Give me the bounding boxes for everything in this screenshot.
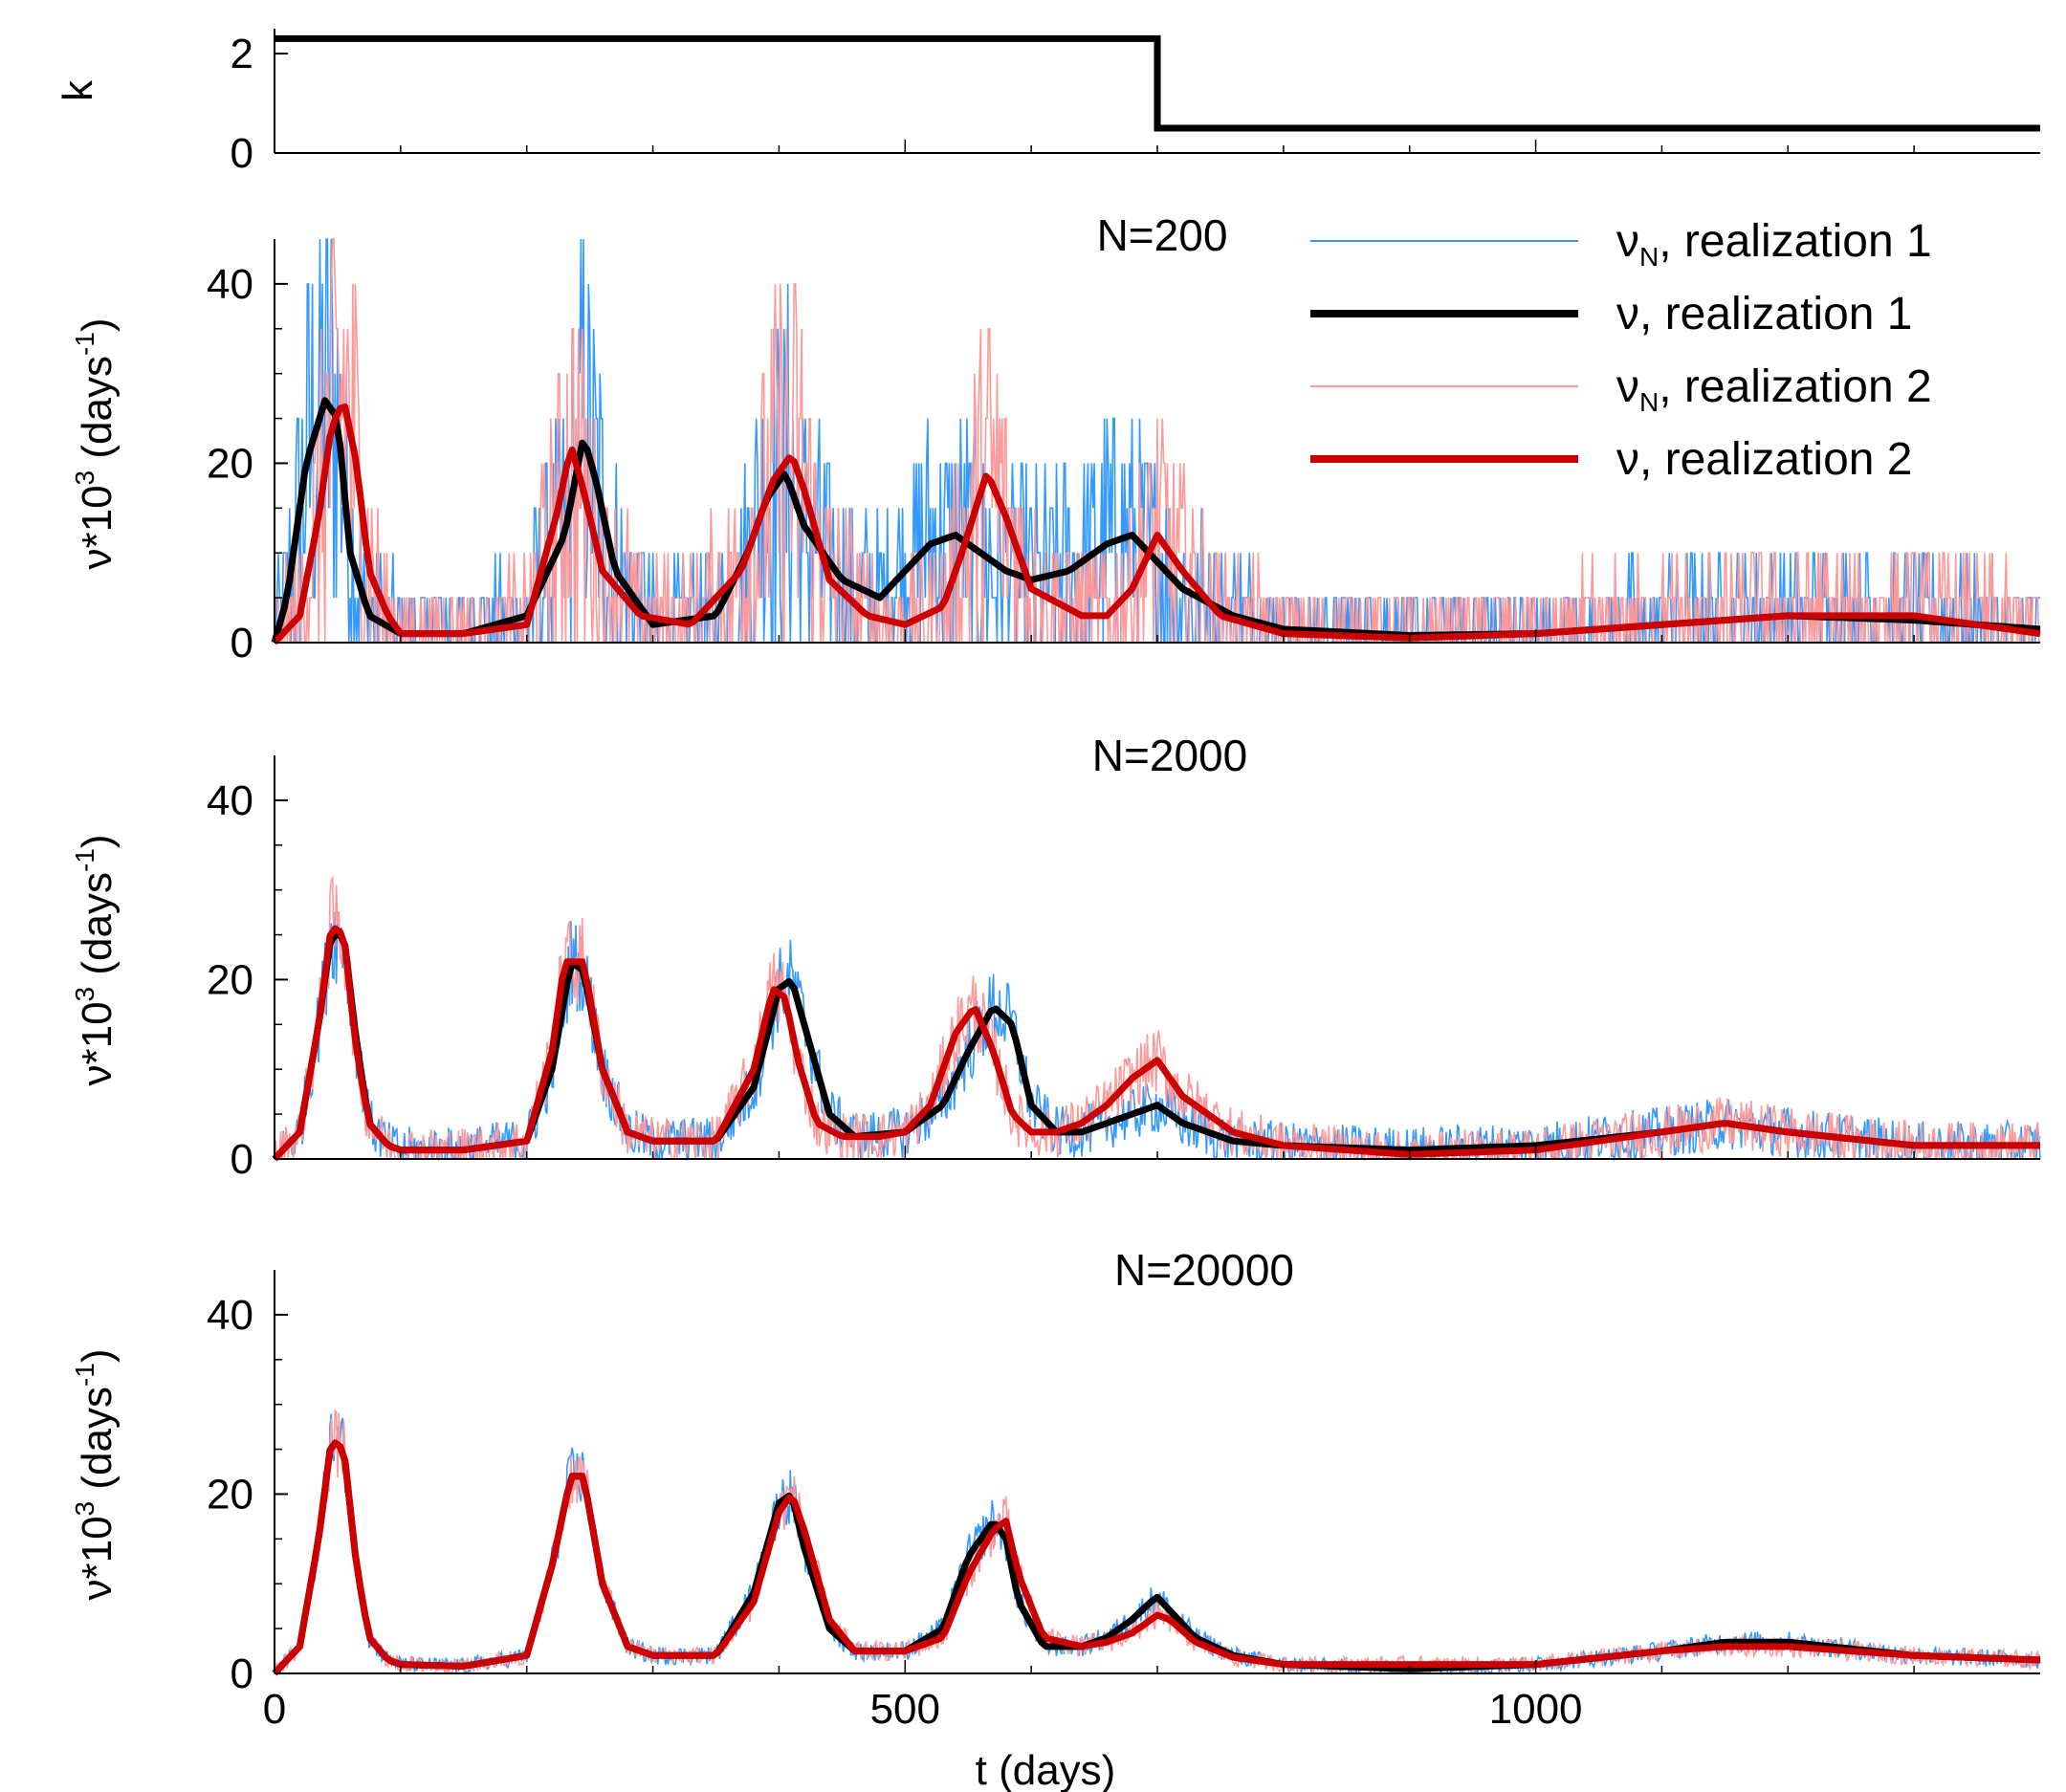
- n200-title: N=200: [1097, 210, 1228, 260]
- legend-label-nuN1: νN, realization 1: [1616, 216, 1932, 272]
- n20000-y-tick-label: 0: [231, 1650, 253, 1697]
- x-axis-title: t (days): [976, 1747, 1116, 1792]
- legend-label-nu2: ν, realization 2: [1616, 434, 1913, 485]
- n200-axes: 0 20 40: [207, 239, 2040, 667]
- n20000-y-axis-label: ν*103 (days-1): [70, 1348, 121, 1600]
- n2000-y-tick-label: 0: [231, 1136, 253, 1183]
- n20000-title: N=20000: [1114, 1245, 1294, 1295]
- k-y-tick-label: 0: [231, 130, 253, 177]
- n20000-series-nuN2: [274, 1409, 2041, 1676]
- legend: νN, realization 1 ν, realization 1 νN, r…: [1310, 216, 1932, 485]
- n20000-series-nuN1: [274, 1413, 2041, 1676]
- k-y-axis-label: k: [55, 79, 101, 101]
- k-series: [275, 34, 2040, 132]
- n2000-y-tick-label: 40: [207, 777, 253, 824]
- n2000-axes: 0 20 40: [207, 755, 2040, 1183]
- x-tick-label: 1000: [1489, 1686, 1583, 1733]
- panel-n20000: 0 20 40 0 500 1000 N=20000 ν*103 (days-1): [70, 1245, 2041, 1733]
- n200-series-nuN2: [274, 238, 2040, 644]
- n200-series-nu2: [272, 403, 2041, 645]
- legend-label-nu1: ν, realization 1: [1616, 289, 1913, 339]
- n20000-axes: 0 20 40 0 500 1000: [207, 1270, 2040, 1733]
- n2000-title: N=2000: [1092, 731, 1247, 780]
- panel-n200: 0 20 40 N=200 νN, realization 1 ν, realiza…: [70, 210, 2041, 667]
- n200-y-axis-label: ν*103 (days-1): [70, 317, 121, 569]
- legend-label-nuN2: νN, realization 2: [1616, 361, 1932, 417]
- panel-k: 02 k: [55, 29, 2040, 177]
- n2000-series: [272, 875, 2041, 1163]
- n200-y-tick-label: 40: [207, 261, 253, 308]
- n2000-series-nu2: [272, 925, 2040, 1162]
- n20000-series-nu2: [272, 1439, 2041, 1676]
- n20000-y-tick-label: 20: [207, 1471, 253, 1518]
- k-axes: 02: [231, 29, 2040, 177]
- n20000-series: [272, 1409, 2041, 1676]
- n20000-y-tick-label: 40: [207, 1292, 253, 1339]
- panel-n2000: 0 20 40 N=2000 ν*103 (days-1): [70, 731, 2041, 1183]
- x-tick-label: 0: [263, 1686, 286, 1733]
- x-tick-label: 500: [870, 1686, 940, 1733]
- n20000-series-nu1: [272, 1439, 2041, 1676]
- n200-y-tick-label: 0: [231, 620, 253, 667]
- n2000-y-tick-label: 20: [207, 956, 253, 1003]
- n2000-series-nuN2: [274, 875, 2041, 1162]
- k-line: [275, 34, 2040, 132]
- n2000-y-axis-label: ν*103 (days-1): [70, 834, 121, 1085]
- n200-y-tick-label: 20: [207, 440, 253, 487]
- k-y-tick-label: 2: [231, 31, 253, 77]
